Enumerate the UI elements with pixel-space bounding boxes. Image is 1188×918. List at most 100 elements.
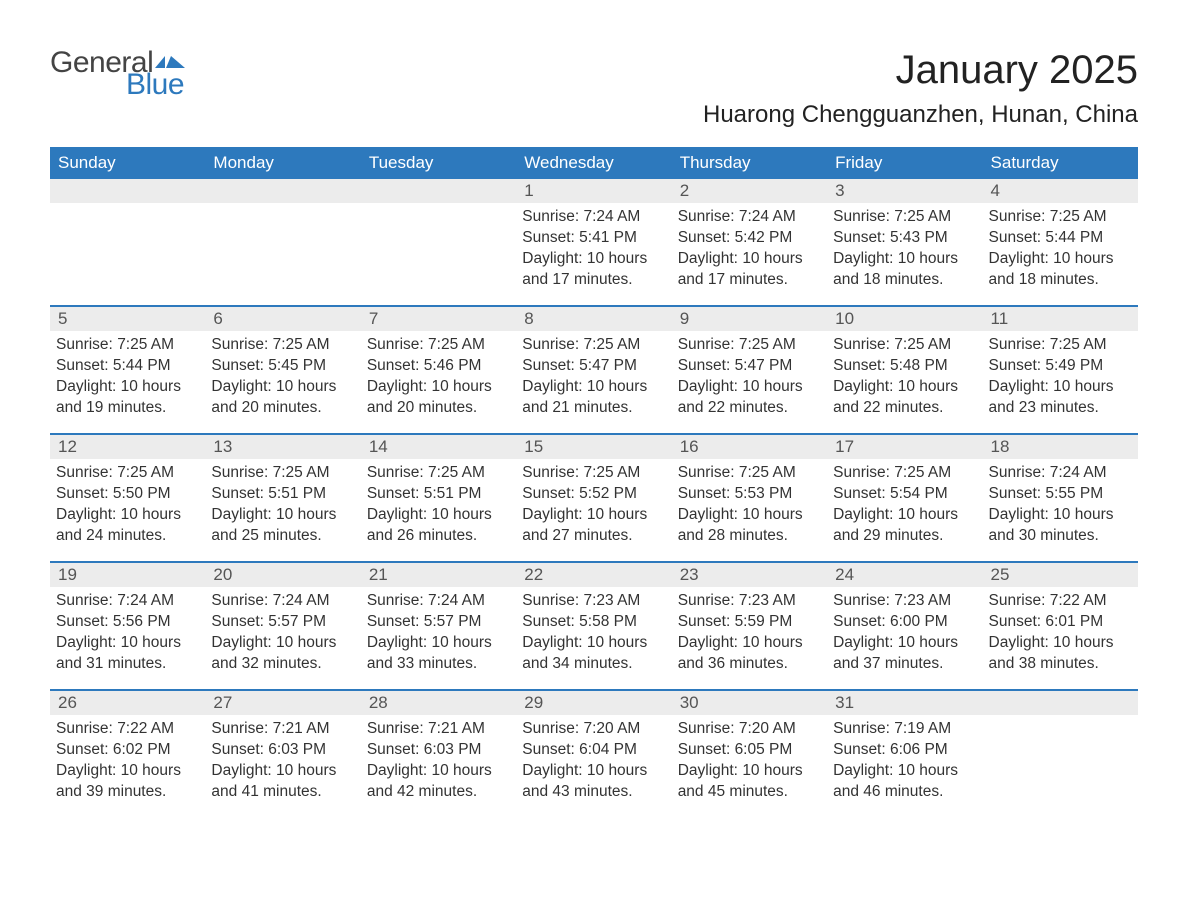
- sunset-value: 6:01 PM: [1045, 613, 1103, 630]
- day-body: Sunrise: 7:25 AMSunset: 5:47 PMDaylight:…: [672, 331, 827, 419]
- daylight-line: Daylight: 10 hours and 31 minutes.: [56, 633, 199, 675]
- sunrise-value: 7:25 AM: [739, 336, 796, 353]
- sunrise-value: 7:24 AM: [117, 592, 174, 609]
- daylight-line: Daylight: 10 hours and 19 minutes.: [56, 377, 199, 419]
- daylight-label: Daylight:: [56, 506, 116, 523]
- day-body: Sunrise: 7:24 AMSunset: 5:42 PMDaylight:…: [672, 203, 827, 291]
- calendar-day-cell: [361, 179, 516, 305]
- sunrise-label: Sunrise:: [989, 208, 1046, 225]
- sunset-label: Sunset:: [989, 485, 1042, 502]
- sunset-label: Sunset:: [522, 229, 575, 246]
- sunrise-label: Sunrise:: [367, 592, 424, 609]
- daylight-label: Daylight:: [56, 762, 116, 779]
- day-number: 24: [827, 563, 982, 587]
- daylight-line: Daylight: 10 hours and 46 minutes.: [833, 761, 976, 803]
- sunset-value: 5:57 PM: [424, 613, 482, 630]
- sunrise-line: Sunrise: 7:19 AM: [833, 719, 976, 740]
- sunset-value: 5:56 PM: [113, 613, 171, 630]
- sunset-line: Sunset: 5:54 PM: [833, 484, 976, 505]
- sunrise-value: 7:24 AM: [1050, 464, 1107, 481]
- sunrise-label: Sunrise:: [56, 720, 113, 737]
- calendar-day-cell: 24Sunrise: 7:23 AMSunset: 6:00 PMDayligh…: [827, 563, 982, 689]
- daylight-line: Daylight: 10 hours and 32 minutes.: [211, 633, 354, 675]
- day-body: Sunrise: 7:23 AMSunset: 5:58 PMDaylight:…: [516, 587, 671, 675]
- sunrise-value: 7:19 AM: [894, 720, 951, 737]
- sunrise-label: Sunrise:: [678, 592, 735, 609]
- sunrise-line: Sunrise: 7:25 AM: [678, 335, 821, 356]
- day-number: 14: [361, 435, 516, 459]
- day-number: 2: [672, 179, 827, 203]
- sunset-line: Sunset: 5:51 PM: [367, 484, 510, 505]
- sunset-line: Sunset: 6:06 PM: [833, 740, 976, 761]
- daylight-line: Daylight: 10 hours and 22 minutes.: [678, 377, 821, 419]
- daylight-line: Daylight: 10 hours and 34 minutes.: [522, 633, 665, 675]
- daylight-line: Daylight: 10 hours and 43 minutes.: [522, 761, 665, 803]
- sunset-value: 6:00 PM: [890, 613, 948, 630]
- day-body: Sunrise: 7:24 AMSunset: 5:57 PMDaylight:…: [205, 587, 360, 675]
- sunrise-label: Sunrise:: [56, 336, 113, 353]
- day-number: 4: [983, 179, 1138, 203]
- sunrise-line: Sunrise: 7:22 AM: [56, 719, 199, 740]
- day-number: 19: [50, 563, 205, 587]
- daylight-line: Daylight: 10 hours and 39 minutes.: [56, 761, 199, 803]
- sunset-label: Sunset:: [522, 613, 575, 630]
- location-subtitle: Huarong Chengguanzhen, Hunan, China: [703, 101, 1138, 129]
- sunset-value: 5:53 PM: [735, 485, 793, 502]
- sunset-label: Sunset:: [522, 485, 575, 502]
- sunrise-value: 7:25 AM: [1050, 336, 1107, 353]
- day-number: 29: [516, 691, 671, 715]
- sunset-label: Sunset:: [678, 741, 731, 758]
- day-body: Sunrise: 7:25 AMSunset: 5:51 PMDaylight:…: [205, 459, 360, 547]
- sunset-label: Sunset:: [211, 357, 264, 374]
- title-block: January 2025 Huarong Chengguanzhen, Huna…: [703, 48, 1138, 129]
- sunrise-line: Sunrise: 7:25 AM: [833, 207, 976, 228]
- sunset-line: Sunset: 5:51 PM: [211, 484, 354, 505]
- sunset-line: Sunset: 5:48 PM: [833, 356, 976, 377]
- calendar-day-cell: 19Sunrise: 7:24 AMSunset: 5:56 PMDayligh…: [50, 563, 205, 689]
- sunset-label: Sunset:: [833, 229, 886, 246]
- sunset-line: Sunset: 6:05 PM: [678, 740, 821, 761]
- logo: General Blue: [50, 48, 189, 100]
- day-number: 27: [205, 691, 360, 715]
- calendar-day-cell: 17Sunrise: 7:25 AMSunset: 5:54 PMDayligh…: [827, 435, 982, 561]
- sunrise-label: Sunrise:: [367, 720, 424, 737]
- sunrise-value: 7:24 AM: [428, 592, 485, 609]
- calendar-day-cell: 7Sunrise: 7:25 AMSunset: 5:46 PMDaylight…: [361, 307, 516, 433]
- calendar-day-cell: 29Sunrise: 7:20 AMSunset: 6:04 PMDayligh…: [516, 691, 671, 817]
- sunrise-label: Sunrise:: [833, 208, 890, 225]
- calendar-day-cell: 22Sunrise: 7:23 AMSunset: 5:58 PMDayligh…: [516, 563, 671, 689]
- daylight-line: Daylight: 10 hours and 21 minutes.: [522, 377, 665, 419]
- sunset-line: Sunset: 5:52 PM: [522, 484, 665, 505]
- sunset-value: 5:48 PM: [890, 357, 948, 374]
- sunset-value: 5:45 PM: [268, 357, 326, 374]
- day-number: [983, 691, 1138, 715]
- sunrise-label: Sunrise:: [522, 208, 579, 225]
- day-body: Sunrise: 7:25 AMSunset: 5:48 PMDaylight:…: [827, 331, 982, 419]
- day-number: 31: [827, 691, 982, 715]
- dow-cell: Friday: [827, 147, 982, 179]
- sunrise-value: 7:25 AM: [583, 464, 640, 481]
- calendar-week: 26Sunrise: 7:22 AMSunset: 6:02 PMDayligh…: [50, 689, 1138, 817]
- sunset-label: Sunset:: [56, 357, 109, 374]
- daylight-label: Daylight:: [522, 378, 582, 395]
- daylight-label: Daylight:: [833, 506, 893, 523]
- sunset-line: Sunset: 6:02 PM: [56, 740, 199, 761]
- day-number: 20: [205, 563, 360, 587]
- sunset-value: 5:52 PM: [579, 485, 637, 502]
- sunset-label: Sunset:: [833, 741, 886, 758]
- sunrise-label: Sunrise:: [833, 336, 890, 353]
- sunrise-value: 7:22 AM: [117, 720, 174, 737]
- day-number: 18: [983, 435, 1138, 459]
- sunrise-line: Sunrise: 7:24 AM: [56, 591, 199, 612]
- daylight-label: Daylight:: [989, 506, 1049, 523]
- sunrise-value: 7:23 AM: [894, 592, 951, 609]
- sunset-label: Sunset:: [989, 613, 1042, 630]
- calendar-day-cell: 6Sunrise: 7:25 AMSunset: 5:45 PMDaylight…: [205, 307, 360, 433]
- daylight-line: Daylight: 10 hours and 42 minutes.: [367, 761, 510, 803]
- sunset-line: Sunset: 5:47 PM: [522, 356, 665, 377]
- sunrise-label: Sunrise:: [522, 464, 579, 481]
- sunrise-value: 7:25 AM: [428, 464, 485, 481]
- sunset-value: 5:44 PM: [113, 357, 171, 374]
- daylight-line: Daylight: 10 hours and 36 minutes.: [678, 633, 821, 675]
- sunrise-line: Sunrise: 7:23 AM: [522, 591, 665, 612]
